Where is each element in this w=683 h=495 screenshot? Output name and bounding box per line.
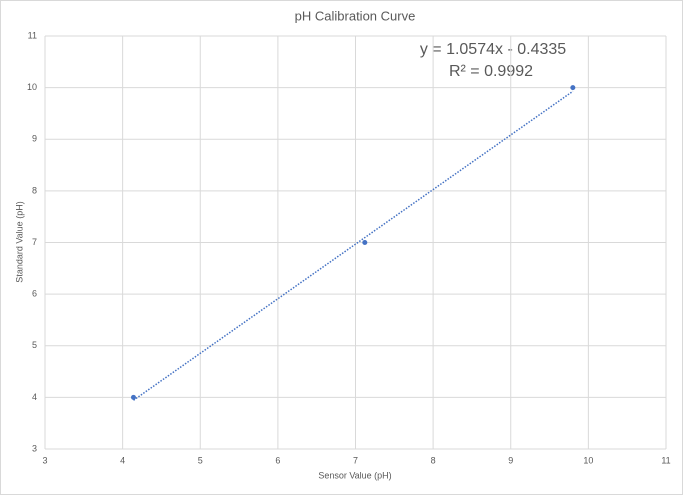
x-tick-label: 8 bbox=[431, 455, 436, 465]
y-tick-label: 6 bbox=[32, 289, 37, 299]
y-tick-label: 4 bbox=[32, 392, 37, 402]
trendline-equation: y = 1.0574x - 0.4335 bbox=[420, 41, 566, 58]
x-tick-label: 4 bbox=[120, 455, 125, 465]
point bbox=[130, 394, 136, 400]
x-tick-label: 7 bbox=[353, 455, 358, 465]
x-tick-label: 3 bbox=[42, 455, 47, 465]
y-tick-label: 9 bbox=[32, 134, 37, 144]
x-axis-label: Sensor Value (pH) bbox=[318, 470, 391, 480]
trendline-r-squared: R² = 0.9992 bbox=[449, 63, 533, 80]
y-tick-label: 11 bbox=[28, 30, 37, 40]
y-tick-label: 8 bbox=[32, 185, 37, 195]
y-tick-label: 3 bbox=[32, 443, 37, 453]
y-tick-label: 5 bbox=[32, 340, 37, 350]
x-tick-label: 11 bbox=[661, 455, 670, 465]
y-tick-label: 7 bbox=[32, 237, 37, 247]
x-tick-label: 5 bbox=[198, 455, 203, 465]
y-axis-label: Standard Value (pH) bbox=[14, 201, 24, 282]
point bbox=[362, 240, 368, 245]
x-tick-label: 9 bbox=[508, 455, 513, 465]
x-tick-label: 6 bbox=[275, 455, 280, 465]
x-tick-label: 10 bbox=[583, 455, 593, 465]
point bbox=[570, 85, 576, 91]
trendline bbox=[133, 90, 574, 401]
y-tick-label: 10 bbox=[27, 82, 37, 92]
chart-title: pH Calibration Curve bbox=[295, 8, 416, 23]
